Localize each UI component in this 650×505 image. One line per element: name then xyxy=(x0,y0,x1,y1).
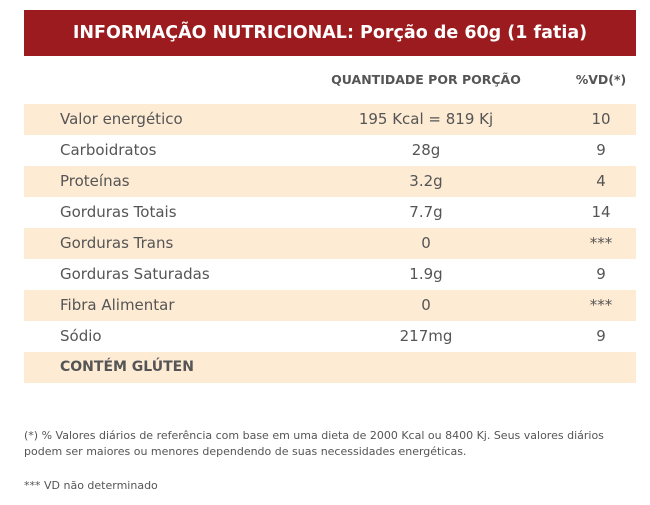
nutrient-quantity: 3.2g xyxy=(409,172,443,190)
column-headers: QUANTIDADE POR PORÇÃO %VD(*) xyxy=(24,56,636,104)
nutrient-quantity: 7.7g xyxy=(409,203,443,221)
table-row: Gorduras Totais 7.7g 14 xyxy=(24,197,636,228)
table-row: Valor energético 195 Kcal = 819 Kj 10 xyxy=(24,104,636,135)
nutrient-vd: 9 xyxy=(596,141,606,159)
nutrient-vd: 9 xyxy=(596,327,606,345)
footnote-vd-reference: (*) % Valores diários de referência com … xyxy=(24,429,604,458)
nutrient-vd: 14 xyxy=(591,203,611,221)
nutrient-name: Carboidratos xyxy=(60,141,157,159)
nutrient-vd: 4 xyxy=(596,172,606,190)
nutrient-name: Proteínas xyxy=(60,172,130,190)
table-title: INFORMAÇÃO NUTRICIONAL: Porção de 60g (1… xyxy=(24,10,636,56)
gluten-warning: CONTÉM GLÚTEN xyxy=(60,359,194,375)
footnote-not-determined: *** VD não determinado xyxy=(24,479,158,492)
nutrient-vd: 10 xyxy=(591,110,611,128)
table-row: Sódio 217mg 9 xyxy=(24,321,636,352)
table-row: Gorduras Trans 0 *** xyxy=(24,228,636,259)
nutrient-quantity: 1.9g xyxy=(409,265,443,283)
nutrient-name: Gorduras Saturadas xyxy=(60,265,210,283)
nutrient-quantity: 0 xyxy=(421,234,431,252)
nutrient-name: Sódio xyxy=(60,327,102,345)
nutrient-vd: 9 xyxy=(596,265,606,283)
gluten-row: CONTÉM GLÚTEN xyxy=(24,352,636,383)
table-row: Fibra Alimentar 0 *** xyxy=(24,290,636,321)
nutrient-quantity: 0 xyxy=(421,296,431,314)
nutrient-name: Valor energético xyxy=(60,110,183,128)
table-row: Carboidratos 28g 9 xyxy=(24,135,636,166)
nutrient-vd: *** xyxy=(589,234,613,252)
nutrient-quantity: 217mg xyxy=(399,327,453,345)
nutrient-name: Fibra Alimentar xyxy=(60,296,175,314)
nutrient-quantity: 195 Kcal = 819 Kj xyxy=(358,110,494,128)
nutrient-name: Gorduras Trans xyxy=(60,234,174,252)
column-header-quantity: QUANTIDADE POR PORÇÃO xyxy=(331,72,521,87)
nutrient-name: Gorduras Totais xyxy=(60,203,177,221)
table-row: Proteínas 3.2g 4 xyxy=(24,166,636,197)
nutrient-vd: *** xyxy=(589,296,613,314)
nutrient-quantity: 28g xyxy=(411,141,441,159)
nutrition-table: INFORMAÇÃO NUTRICIONAL: Porção de 60g (1… xyxy=(24,10,636,383)
table-row: Gorduras Saturadas 1.9g 9 xyxy=(24,259,636,290)
column-header-vd: %VD(*) xyxy=(575,72,627,87)
